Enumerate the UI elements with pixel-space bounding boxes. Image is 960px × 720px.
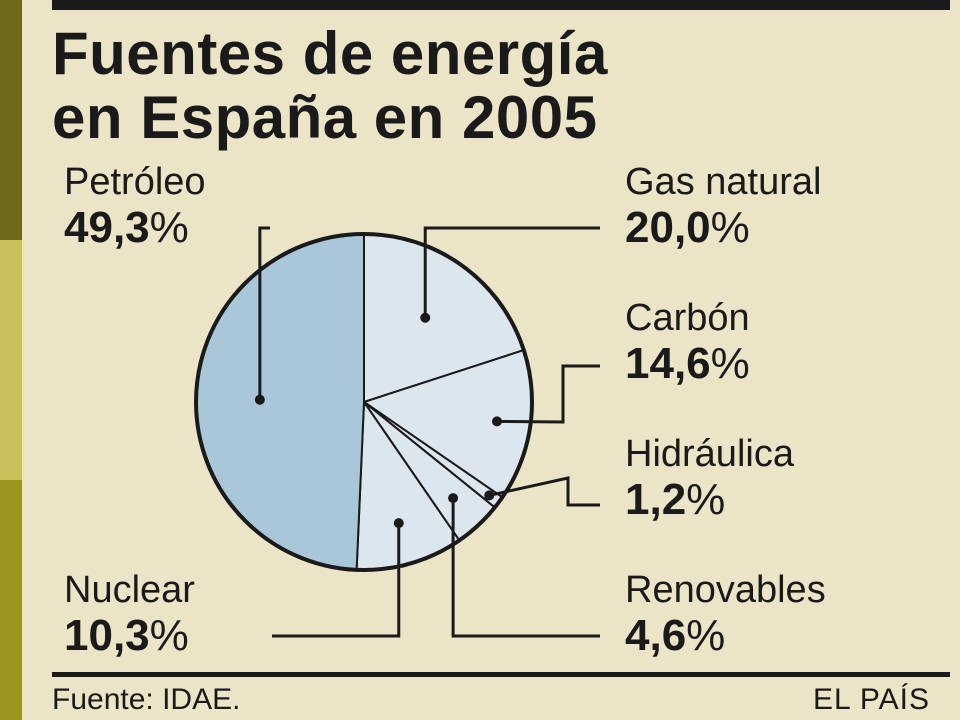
label-petroleo: Petróleo 49,3% (64, 160, 206, 252)
leader-line-carbón (496, 364, 600, 424)
side-strip-dark (0, 0, 22, 240)
source-credit: Fuente: IDAE. (52, 683, 241, 716)
leader-line-renovables (451, 498, 600, 638)
side-strip-light (0, 240, 22, 480)
side-strip-olive (0, 480, 22, 720)
title-line-1: Fuentes de energía (52, 20, 608, 87)
leader-line-hidráulica (488, 476, 600, 507)
label-renovables-value: 4,6% (625, 611, 726, 660)
chart-title: Fuentes de energía en España en 2005 (52, 22, 932, 150)
label-nuclear: Nuclear 10,3% (64, 568, 195, 660)
label-petroleo-value: 49,3% (64, 203, 189, 252)
label-nuclear-value: 10,3% (64, 611, 189, 660)
leader-line-gas-natural (423, 226, 600, 318)
label-nuclear-name: Nuclear (64, 569, 195, 611)
label-hidraulica-name: Hidráulica (625, 433, 794, 475)
leader-line-nuclear (272, 523, 401, 638)
top-rule (52, 0, 950, 10)
label-gas-natural-value: 20,0% (625, 203, 750, 252)
label-hidraulica: Hidráulica 1,2% (625, 432, 794, 524)
label-renovables: Renovables 4,6% (625, 568, 826, 660)
label-renovables-name: Renovables (625, 569, 826, 611)
label-carbon-value: 14,6% (625, 339, 750, 388)
label-carbon-name: Carbón (625, 297, 750, 339)
label-gas-natural-name: Gas natural (625, 161, 822, 203)
bottom-rule (52, 672, 950, 677)
pie-slice-petróleo (194, 232, 365, 571)
leader-line-petróleo (258, 226, 270, 400)
label-gas-natural: Gas natural 20,0% (625, 160, 821, 252)
label-petroleo-name: Petróleo (64, 161, 206, 203)
title-line-2: en España en 2005 (52, 84, 598, 151)
label-hidraulica-value: 1,2% (625, 475, 726, 524)
pie-outline (194, 232, 534, 572)
publisher-credit: EL PAÍS (812, 683, 930, 716)
label-carbon: Carbón 14,6% (625, 296, 750, 388)
